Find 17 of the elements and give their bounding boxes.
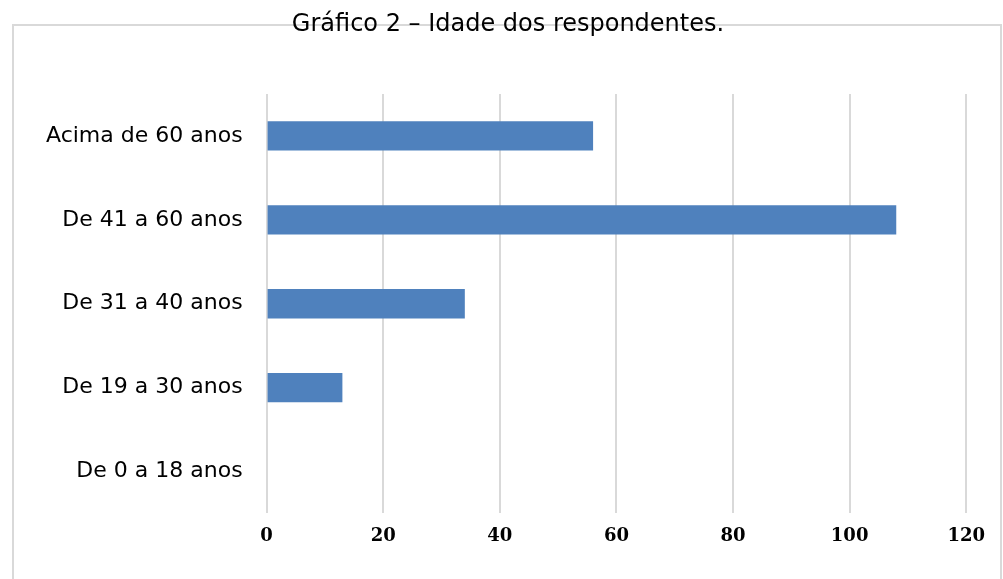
y-tick-label: De 19 a 30 anos bbox=[62, 373, 243, 399]
x-tick-label: 60 bbox=[603, 523, 629, 545]
x-tick-label: 120 bbox=[947, 523, 985, 545]
bar bbox=[267, 121, 594, 151]
y-tick-label: De 31 a 40 anos bbox=[62, 289, 243, 315]
bar bbox=[267, 372, 343, 403]
y-tick-label: Acima de 60 anos bbox=[45, 121, 243, 147]
y-tick-label: De 0 a 18 anos bbox=[76, 457, 243, 483]
x-tick-label: 80 bbox=[720, 523, 746, 545]
y-tick-label: De 41 a 60 anos bbox=[62, 205, 243, 231]
x-tick-label: 20 bbox=[370, 523, 396, 545]
x-tick-label: 100 bbox=[830, 523, 869, 545]
x-tick-label: 0 bbox=[260, 523, 273, 545]
bar bbox=[267, 289, 465, 319]
chart-title: Gráfico 2 – Idade dos respondentes. bbox=[290, 8, 726, 38]
x-tick-label: 40 bbox=[487, 523, 513, 545]
bar bbox=[267, 205, 897, 235]
